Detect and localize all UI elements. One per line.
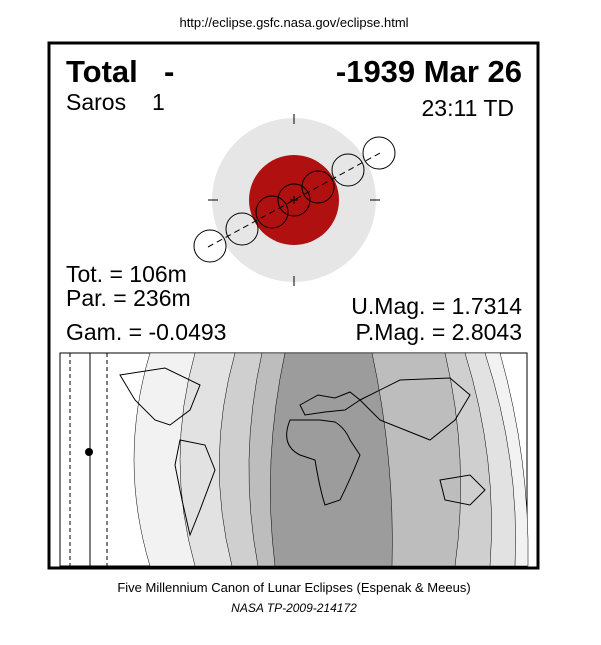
partial-duration: Par. = 236m <box>66 285 191 311</box>
coastlines <box>119 367 486 537</box>
penumbral-magnitude: P.Mag. = 2.8043 <box>356 319 522 345</box>
africa <box>286 419 361 506</box>
moon <box>331 153 365 187</box>
totality-band <box>270 352 393 567</box>
totality-duration: Tot. = 106m <box>66 261 187 287</box>
north-america <box>119 367 201 426</box>
moon <box>193 229 227 263</box>
moon-path <box>207 152 381 248</box>
saros-label: Saros <box>66 89 126 115</box>
moon <box>362 136 396 170</box>
moon <box>277 183 311 217</box>
moon <box>301 170 335 204</box>
footer-credit: Five Millennium Canon of Lunar Eclipses … <box>117 580 470 595</box>
date: -1939 Mar 26 <box>336 54 522 89</box>
asia <box>359 377 471 441</box>
type-dash: - <box>164 54 174 89</box>
saros-number: 1 <box>152 89 165 115</box>
australia <box>439 474 486 506</box>
frame <box>47 41 540 570</box>
moon <box>225 212 259 246</box>
moon <box>255 195 289 229</box>
sub-lunar-point <box>85 448 93 456</box>
gamma: Gam. = -0.0493 <box>66 319 226 345</box>
shadow-diagram <box>193 114 396 286</box>
footer-reference: NASA TP-2009-214172 <box>231 601 357 615</box>
south-america <box>174 439 216 537</box>
umbral-magnitude: U.Mag. = 1.7314 <box>351 293 522 319</box>
url: http://eclipse.gsfc.nasa.gov/eclipse.htm… <box>179 15 408 30</box>
eclipse-type: Total <box>66 54 138 89</box>
world-map <box>59 352 529 567</box>
time: 23:11 TD <box>422 95 514 121</box>
